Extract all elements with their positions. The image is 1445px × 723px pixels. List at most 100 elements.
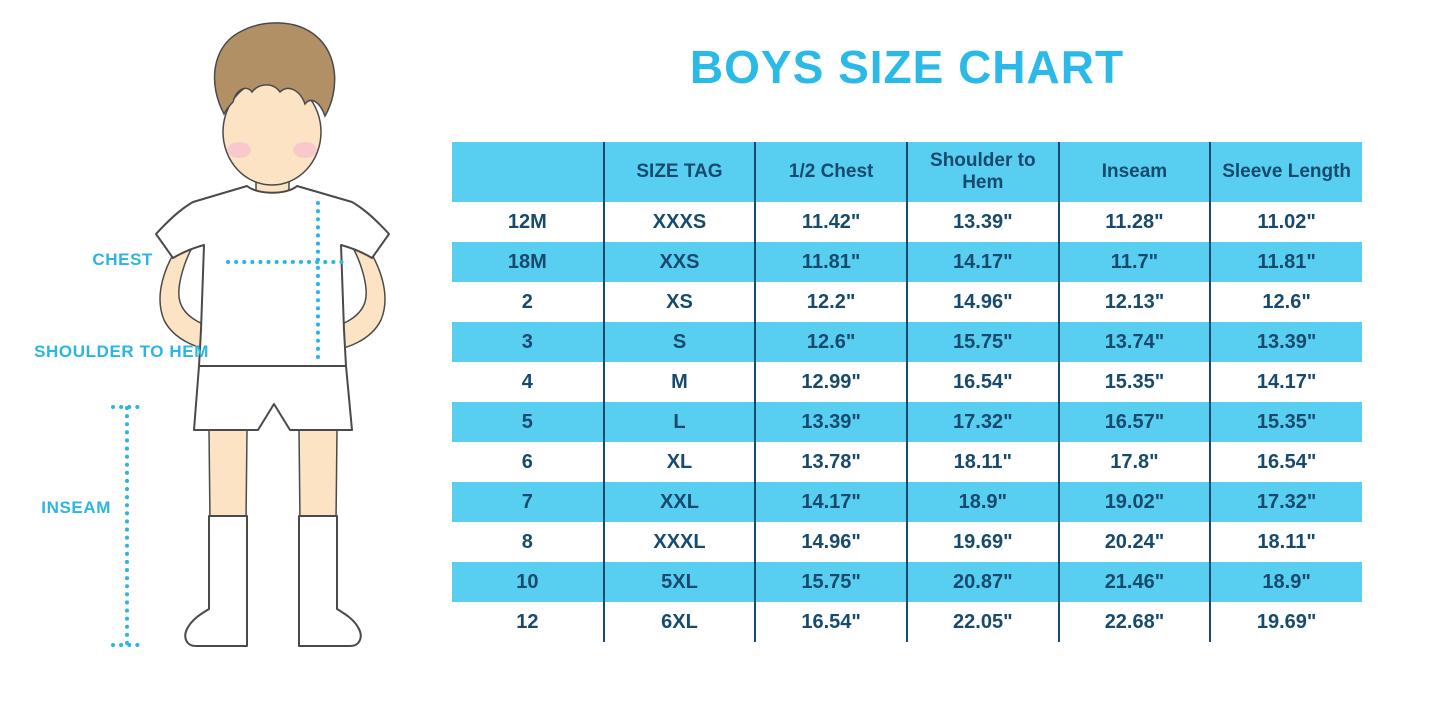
size-row: 6 XL 13.78" 18.11" 17.8" 16.54": [452, 442, 1362, 482]
measurement-cell: XXXL: [602, 522, 756, 562]
measurement-cell: 20.24": [1057, 522, 1211, 562]
measurement-cell: 14.17": [1209, 362, 1362, 402]
measurement-cell: 14.96": [754, 522, 907, 562]
measurement-cell: 13.39": [1209, 322, 1362, 362]
table-header: SIZE TAG 1/2 Chest Shoulder to Hem Inseam Sl…: [452, 142, 1362, 202]
boy-figure: [111, 22, 390, 647]
measurement-cell: XS: [602, 282, 756, 322]
boy-left-cheek: [227, 142, 251, 158]
measurement-cell: S: [602, 322, 756, 362]
measurement-cell: 16.54": [1209, 442, 1362, 482]
size-row: 3 S 12.6" 15.75" 13.74" 13.39": [452, 322, 1362, 362]
size-row: 4 M 12.99" 16.54" 15.35" 14.17": [452, 362, 1362, 402]
measurement-cell: 14.17": [905, 242, 1059, 282]
measurement-cell: 19.02": [1057, 482, 1211, 522]
measurement-cell: 13.78": [754, 442, 907, 482]
size-age-cell: 3: [452, 322, 604, 362]
measurement-cell: XXS: [602, 242, 756, 282]
measurement-cell: 18.9": [905, 482, 1059, 522]
measurement-cell: M: [602, 362, 756, 402]
header-row: SIZE TAG 1/2 Chest Shoulder to Hem Inseam Sl…: [452, 142, 1362, 202]
column-header: Sleeve Length: [1209, 142, 1362, 202]
column-header: [452, 142, 604, 202]
measurement-cell: 11.28": [1057, 202, 1211, 242]
boy-left-leg: [208, 429, 248, 523]
chart-section: BOYS SIZE CHART SIZE TAG 1/2 Chest Shoulde…: [452, 0, 1362, 642]
boy-right-cheek: [293, 142, 317, 158]
size-row: 2 XS 12.2" 14.96" 12.13" 12.6": [452, 282, 1362, 322]
size-age-cell: 10: [452, 562, 604, 602]
measurement-cell: 12.6": [1209, 282, 1362, 322]
size-table: SIZE TAG 1/2 Chest Shoulder to Hem Inseam Sl…: [452, 142, 1362, 642]
size-age-cell: 18M: [452, 242, 604, 282]
boy-right-leg: [298, 429, 338, 523]
size-age-cell: 12: [452, 602, 604, 642]
size-age-cell: 5: [452, 402, 604, 442]
size-row: 12 6XL 16.54" 22.05" 22.68" 19.69": [452, 602, 1362, 642]
measurement-cell: 6XL: [602, 602, 756, 642]
boy-shorts: [193, 365, 353, 431]
measurement-cell: 19.69": [1209, 602, 1362, 642]
measurement-cell: 13.39": [754, 402, 907, 442]
measurement-cell: XL: [602, 442, 756, 482]
boy-left-sock: [184, 515, 248, 647]
table-body: 12M XXXS 11.42" 13.39" 11.28" 11.02" 18M XXS 11.…: [452, 202, 1362, 642]
measurement-cell: 21.46": [1057, 562, 1211, 602]
size-row: 10 5XL 15.75" 20.87" 21.46" 18.9": [452, 562, 1362, 602]
measurement-cell: 16.57": [1057, 402, 1211, 442]
chest-label: CHEST: [92, 250, 153, 269]
measurement-cell: 12.13": [1057, 282, 1211, 322]
measurement-cell: 14.96": [905, 282, 1059, 322]
measurement-cell: 18.11": [905, 442, 1059, 482]
size-age-cell: 2: [452, 282, 604, 322]
measurement-cell: 17.8": [1057, 442, 1211, 482]
size-age-cell: 12M: [452, 202, 604, 242]
size-age-cell: 7: [452, 482, 604, 522]
boy-measurement-illustration: CHEST SHOULDER TO HEM INSEAM: [0, 0, 452, 723]
measurement-cell: 5XL: [602, 562, 756, 602]
measurement-cell: 16.54": [905, 362, 1059, 402]
measurement-cell: 22.68": [1057, 602, 1211, 642]
measurement-cell: 19.69": [905, 522, 1059, 562]
measurement-cell: 17.32": [1209, 482, 1362, 522]
measurement-cell: 12.6": [754, 322, 907, 362]
shoulder-to-hem-label: SHOULDER TO HEM: [34, 342, 209, 361]
measurement-cell: 18.11": [1209, 522, 1362, 562]
column-header: Shoulder to Hem: [905, 142, 1059, 202]
measurement-cell: XXXS: [602, 202, 756, 242]
measurement-cell: 11.02": [1209, 202, 1362, 242]
measurement-cell: 11.7": [1057, 242, 1211, 282]
boy-hair: [213, 22, 336, 118]
measurement-cell: 13.74": [1057, 322, 1211, 362]
measurement-cell: 15.75": [754, 562, 907, 602]
column-header: SIZE TAG: [602, 142, 756, 202]
measurement-cell: L: [602, 402, 756, 442]
boy-body: [155, 22, 390, 647]
column-header: 1/2 Chest: [754, 142, 907, 202]
measurement-cell: 11.81": [1209, 242, 1362, 282]
size-row: 18M XXS 11.81" 14.17" 11.7" 11.81": [452, 242, 1362, 282]
boy-tshirt: [155, 185, 390, 367]
measurement-cell: 18.9": [1209, 562, 1362, 602]
measurement-cell: XXL: [602, 482, 756, 522]
column-header: Inseam: [1057, 142, 1211, 202]
measurement-cell: 15.35": [1209, 402, 1362, 442]
measurement-cell: 20.87": [905, 562, 1059, 602]
measurement-cell: 11.42": [754, 202, 907, 242]
size-age-cell: 4: [452, 362, 604, 402]
measurement-cell: 22.05": [905, 602, 1059, 642]
size-row: 8 XXXL 14.96" 19.69" 20.24" 18.11": [452, 522, 1362, 562]
measurement-guides: [111, 201, 347, 647]
inseam-label: INSEAM: [41, 498, 111, 517]
size-age-cell: 8: [452, 522, 604, 562]
measurement-cell: 15.75": [905, 322, 1059, 362]
page-title: BOYS SIZE CHART: [689, 41, 1125, 93]
measurement-cell: 12.2": [754, 282, 907, 322]
size-row: 7 XXL 14.17" 18.9" 19.02" 17.32": [452, 482, 1362, 522]
size-row: 12M XXXS 11.42" 13.39" 11.28" 11.02": [452, 202, 1362, 242]
measurement-cell: 13.39": [905, 202, 1059, 242]
size-age-cell: 6: [452, 442, 604, 482]
boy-right-sock: [298, 515, 362, 647]
size-row: 5 L 13.39" 17.32" 16.57" 15.35": [452, 402, 1362, 442]
